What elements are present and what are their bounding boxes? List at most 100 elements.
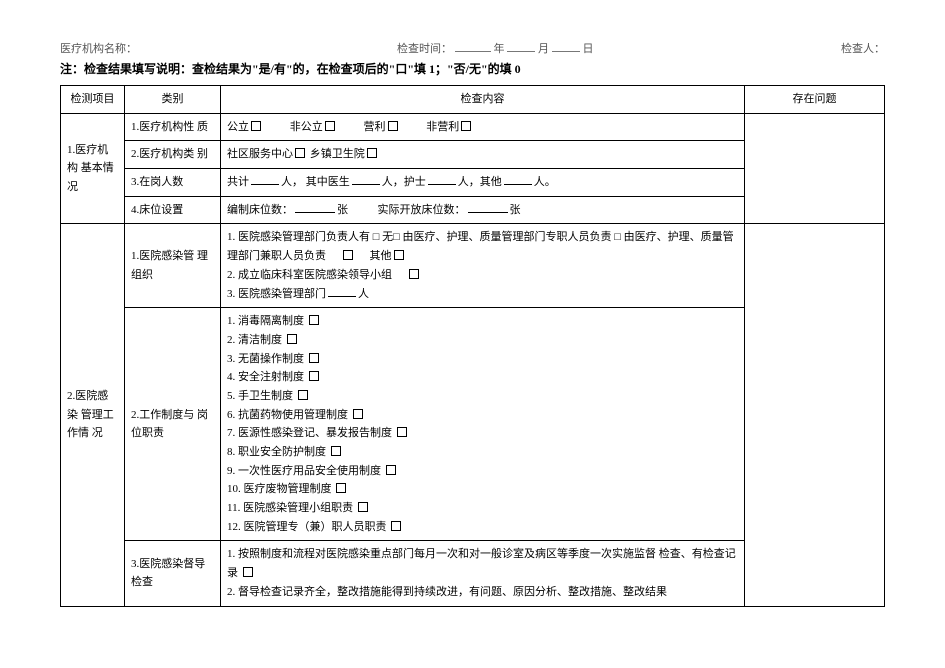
day-suffix: 日 (583, 43, 594, 55)
txt: 12. 医院管理专（兼）职人员职责 (227, 521, 387, 533)
txt: 2. 清洁制度 (227, 334, 282, 346)
opt-label: 社区服务中心 (227, 148, 293, 160)
blank[interactable] (504, 174, 532, 185)
list-item: 1. 按照制度和流程对医院感染重点部门每月一次和对一般诊室及病区等季度一次实施监… (227, 545, 738, 582)
checkbox[interactable] (367, 148, 377, 158)
org-label: 医疗机构名称： (60, 40, 137, 56)
checkbox[interactable] (358, 502, 368, 512)
checkbox[interactable] (461, 121, 471, 131)
s2r3-cat: 3.医院感染督导检查 (125, 541, 221, 606)
txt: 5. 手卫生制度 (227, 390, 293, 402)
txt: 8. 职业安全防护制度 (227, 446, 326, 458)
th-project: 检测项目 (61, 86, 125, 114)
blank[interactable] (295, 202, 335, 213)
year-suffix: 年 (494, 43, 505, 55)
list-item: 4. 安全注射制度 (227, 368, 738, 387)
opt-label: 公立 (227, 121, 249, 133)
blank[interactable] (251, 174, 279, 185)
list-item: 6. 抗菌药物使用管理制度 (227, 406, 738, 425)
blank[interactable] (328, 286, 356, 297)
section1-title: 1.医疗机构 基本情况 (61, 113, 125, 224)
txt: 2. 督导检查记录齐全，整改措施能得到持续改进，有问题、原因分析、整改措施、整改… (227, 586, 667, 598)
txt: 11. 医院感染管理小组职责 (227, 502, 353, 514)
th-category: 类别 (125, 86, 221, 114)
s1r4-content: 编制床位数： 张 实际开放床位数： 张 (221, 196, 745, 224)
s2r3-content: 1. 按照制度和流程对医院感染重点部门每月一次和对一般诊室及病区等季度一次实施监… (221, 541, 745, 606)
txt: 7. 医源性感染登记、暴发报告制度 (227, 427, 392, 439)
txt: 3. 无菌操作制度 (227, 353, 304, 365)
table-header-row: 检测项目 类别 检查内容 存在问题 (61, 86, 885, 114)
list-item: 1. 医院感染管理部门负责人有 □ 无□ 由医疗、护理、质量管理部门专职人员负责… (227, 228, 738, 265)
txt: 实际开放床位数： (378, 204, 466, 216)
txt: 张 (337, 204, 348, 216)
txt: 4. 安全注射制度 (227, 371, 304, 383)
checkbox[interactable] (386, 465, 396, 475)
checkbox[interactable] (251, 121, 261, 131)
list-item: 3. 医院感染管理部门人 (227, 285, 738, 304)
blank-day[interactable] (552, 40, 580, 52)
txt: 其中医生 (306, 176, 350, 188)
txt: 1. 消毒隔离制度 (227, 315, 304, 327)
txt: 人，护士 (382, 176, 426, 188)
checkbox[interactable] (295, 148, 305, 158)
txt: 张 (510, 204, 521, 216)
checkbox[interactable] (298, 390, 308, 400)
checkbox[interactable] (243, 567, 253, 577)
txt: 共计 (227, 176, 249, 188)
txt: 其他 (370, 250, 392, 262)
txt: 编制床位数： (227, 204, 293, 216)
list-item: 11. 医院感染管理小组职责 (227, 499, 738, 518)
note-line: 注：检查结果填写说明：查检结果为"是/有"的，在检查项后的"口"填 1；"否/无… (60, 60, 885, 77)
checkbox[interactable] (409, 269, 419, 279)
txt: 9. 一次性医疗用品安全使用制度 (227, 465, 381, 477)
checkbox[interactable] (336, 483, 346, 493)
txt: 人， (281, 176, 303, 188)
checkbox[interactable] (394, 250, 404, 260)
list-item: 9. 一次性医疗用品安全使用制度 (227, 462, 738, 481)
checkbox[interactable] (397, 427, 407, 437)
s1r2-cat: 2.医疗机构类 别 (125, 141, 221, 169)
checkbox[interactable] (287, 334, 297, 344)
checkbox[interactable] (353, 409, 363, 419)
time-label: 检查时间： (397, 43, 452, 55)
blank[interactable] (468, 202, 508, 213)
list-item: 2. 清洁制度 (227, 331, 738, 350)
s1r3-content: 共计人， 其中医生人，护士人，其他人。 (221, 169, 745, 197)
blank-month[interactable] (507, 40, 535, 52)
checkbox[interactable] (388, 121, 398, 131)
blank-year[interactable] (455, 40, 491, 52)
s1r1-content: 公立 非公立 营利 非营利 (221, 113, 745, 141)
list-item: 7. 医源性感染登记、暴发报告制度 (227, 424, 738, 443)
checkbox[interactable] (325, 121, 335, 131)
blank[interactable] (352, 174, 380, 185)
s1r3-cat: 3.在岗人数 (125, 169, 221, 197)
txt: 人。 (534, 176, 556, 188)
checkbox[interactable] (309, 353, 319, 363)
list-item: 5. 手卫生制度 (227, 387, 738, 406)
list-item: 10. 医疗废物管理制度 (227, 480, 738, 499)
s1r4-cat: 4.床位设置 (125, 196, 221, 224)
txt: 2. 成立临床科室医院感染领导小组 (227, 269, 392, 281)
s2r2-content: 1. 消毒隔离制度 2. 清洁制度 3. 无菌操作制度 4. 安全注射制度 5.… (221, 308, 745, 541)
s2r1-content: 1. 医院感染管理部门负责人有 □ 无□ 由医疗、护理、质量管理部门专职人员负责… (221, 224, 745, 308)
s1-issues[interactable] (745, 113, 885, 224)
opt-label: 非公立 (290, 121, 323, 133)
checkbox[interactable] (309, 371, 319, 381)
txt: 人 (358, 288, 369, 300)
checkbox[interactable] (331, 446, 341, 456)
th-issues: 存在问题 (745, 86, 885, 114)
checkbox[interactable] (309, 315, 319, 325)
opt-label: 营利 (364, 121, 386, 133)
blank[interactable] (428, 174, 456, 185)
list-item: 12. 医院管理专（兼）职人员职责 (227, 518, 738, 537)
s1r1-cat: 1.医疗机构性 质 (125, 113, 221, 141)
checkbox[interactable] (391, 521, 401, 531)
s2-issues[interactable] (745, 224, 885, 606)
s2r1-cat: 1.医院感染管 理组织 (125, 224, 221, 308)
txt: 10. 医疗废物管理制度 (227, 483, 332, 495)
txt: 1. 医院感染管理部门负责人有 □ 无□ 由医疗、护理、质量管理部门专职人员负责… (227, 231, 734, 262)
opt-label: 非营利 (426, 121, 459, 133)
s1r2-content: 社区服务中心 乡镇卫生院 (221, 141, 745, 169)
checkbox[interactable] (343, 250, 353, 260)
inspection-table: 检测项目 类别 检查内容 存在问题 1.医疗机构 基本情况 1.医疗机构性 质 … (60, 85, 885, 607)
